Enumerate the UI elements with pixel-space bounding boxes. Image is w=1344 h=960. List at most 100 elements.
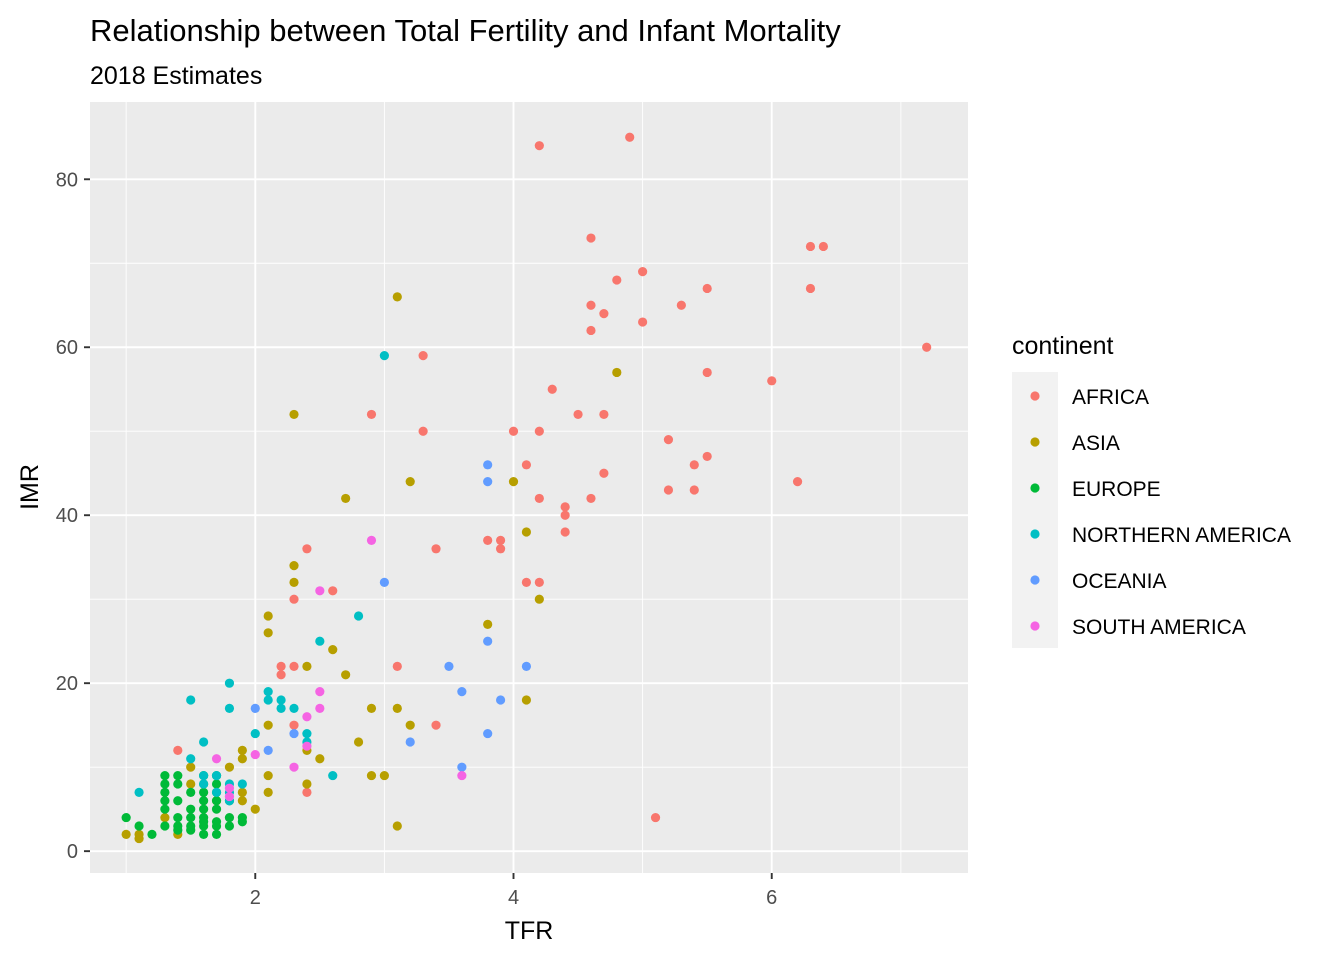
x-axis-title: TFR	[505, 917, 554, 945]
point-asia	[186, 779, 196, 789]
chart-subtitle: 2018 Estimates	[90, 62, 262, 90]
point-africa	[276, 661, 286, 671]
y-tick-label: 80	[56, 169, 78, 191]
point-northern-america	[134, 787, 144, 797]
point-oceania	[263, 745, 273, 755]
point-africa	[534, 493, 544, 504]
legend-key-oceania	[1030, 575, 1040, 585]
point-asia	[186, 762, 196, 772]
point-europe	[160, 804, 170, 814]
point-south-america	[211, 754, 222, 764]
point-asia	[134, 833, 144, 844]
point-africa	[638, 267, 648, 277]
point-oceania	[405, 737, 415, 747]
point-south-america	[315, 686, 325, 697]
legend-label-europe: EUROPE	[1072, 478, 1161, 501]
point-africa	[805, 241, 816, 252]
point-africa	[289, 720, 299, 730]
point-africa	[418, 351, 428, 361]
point-africa	[431, 544, 441, 554]
point-asia	[534, 594, 544, 604]
point-oceania	[495, 695, 506, 705]
point-africa	[560, 510, 570, 520]
point-northern-america	[211, 770, 222, 781]
legend-key-africa	[1030, 391, 1040, 401]
point-asia	[302, 779, 312, 789]
point-africa	[534, 141, 544, 151]
legend-label-south-america: SOUTH AMERICA	[1072, 616, 1246, 639]
point-europe	[224, 812, 235, 823]
legend-label-oceania: OCEANIA	[1072, 570, 1167, 593]
y-tick-label: 20	[56, 673, 78, 695]
point-africa	[586, 300, 596, 310]
legend-key-south-america	[1030, 621, 1040, 631]
point-south-america	[302, 712, 312, 722]
point-asia	[263, 611, 273, 621]
chart-title: Relationship between Total Fertility and…	[90, 13, 841, 48]
point-oceania	[457, 762, 467, 772]
point-africa	[534, 577, 544, 588]
point-asia	[289, 561, 299, 571]
point-south-america	[224, 783, 235, 793]
point-africa	[612, 275, 622, 285]
point-africa	[689, 485, 699, 495]
point-asia	[263, 720, 273, 730]
point-africa	[818, 241, 828, 252]
point-africa	[289, 661, 299, 671]
data-points	[121, 132, 932, 844]
legend-title: continent	[1012, 332, 1114, 360]
point-europe	[186, 812, 196, 823]
legend-label-northern-america: NORTHERN AMERICA	[1072, 524, 1291, 547]
point-south-america	[315, 586, 325, 596]
point-europe	[199, 817, 209, 827]
point-south-america	[250, 749, 260, 760]
point-africa	[599, 468, 609, 478]
point-europe	[211, 804, 222, 814]
point-europe	[160, 770, 170, 781]
point-africa	[663, 435, 674, 445]
x-tick-label: 4	[508, 887, 519, 909]
point-asia	[237, 754, 247, 764]
axis-ticks	[84, 178, 773, 879]
point-africa	[792, 477, 803, 487]
point-northern-america	[199, 770, 209, 781]
major-gridlines	[90, 102, 968, 873]
point-asia	[405, 477, 415, 487]
y-tick-label: 60	[56, 337, 78, 359]
point-northern-america	[224, 678, 235, 688]
point-africa	[702, 451, 712, 462]
point-asia	[392, 292, 402, 302]
point-africa	[676, 300, 686, 310]
point-africa	[302, 787, 312, 797]
point-asia	[366, 703, 377, 713]
point-northern-america	[199, 737, 209, 747]
point-northern-america	[224, 703, 235, 713]
point-africa	[534, 426, 544, 436]
point-asia	[160, 812, 170, 823]
point-asia	[366, 770, 377, 781]
point-europe	[199, 796, 209, 806]
point-northern-america	[289, 703, 299, 713]
point-africa	[302, 544, 312, 554]
point-asia	[263, 770, 273, 781]
point-europe	[211, 779, 222, 789]
y-axis-title: IMR	[16, 464, 44, 510]
point-northern-america	[211, 787, 222, 797]
point-northern-america	[237, 779, 247, 789]
point-europe	[173, 825, 183, 835]
point-oceania	[483, 477, 493, 487]
point-africa	[599, 309, 609, 319]
point-asia	[263, 628, 273, 638]
point-northern-america	[302, 728, 312, 739]
point-asia	[237, 796, 247, 806]
point-africa	[922, 342, 932, 352]
point-europe	[173, 796, 183, 806]
point-africa	[508, 426, 519, 436]
point-europe	[211, 829, 222, 839]
point-africa	[366, 409, 377, 420]
point-northern-america	[379, 351, 389, 361]
point-northern-america	[250, 728, 260, 739]
point-oceania	[250, 703, 260, 713]
point-africa	[805, 283, 816, 294]
